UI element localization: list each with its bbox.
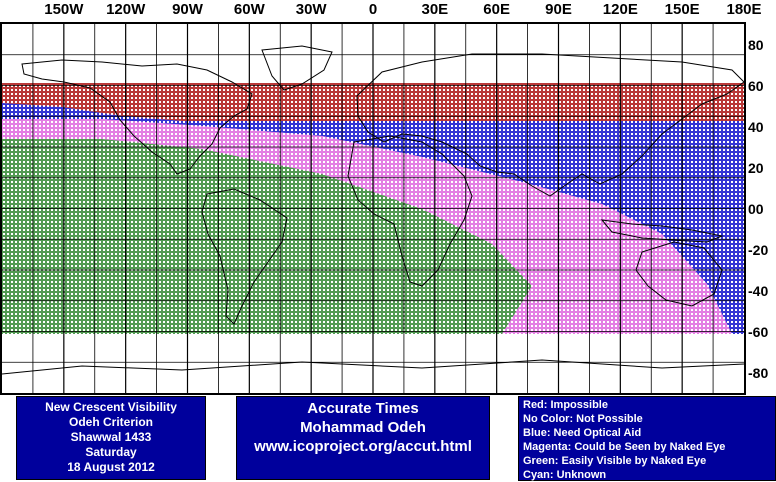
software-name: Accurate Times bbox=[307, 400, 419, 417]
legend-item-blue: Blue: Need Optical Aid bbox=[523, 427, 642, 439]
longitude-label: 90W bbox=[172, 1, 203, 18]
south-america-outline bbox=[201, 188, 288, 325]
longitude-label: 60E bbox=[483, 1, 511, 18]
longitude-label: 150W bbox=[44, 1, 84, 18]
europe-asia-outline bbox=[356, 53, 744, 197]
longitude-label: 90E bbox=[545, 1, 572, 18]
latitude-label: -80 bbox=[748, 364, 769, 381]
longitude-label: 60W bbox=[233, 1, 265, 18]
date-info-box: New Crescent Visibility Odeh Criterion S… bbox=[16, 396, 206, 480]
longitude-label: 0 bbox=[368, 1, 378, 18]
author-name: Mohammad Odeh bbox=[300, 419, 426, 436]
date-line: 18 August 2012 bbox=[67, 460, 155, 474]
visibility-map-canvas bbox=[2, 24, 744, 393]
longitude-label: 30E bbox=[421, 1, 449, 18]
latitude-label: -60 bbox=[748, 323, 769, 340]
legend-item-red: Red: Impossible bbox=[523, 399, 608, 411]
legend-item-cyan: Cyan: Unknown bbox=[523, 469, 607, 481]
zone-magenta-naked-eye bbox=[2, 119, 732, 334]
latitude-label: -20 bbox=[748, 241, 769, 258]
latitude-label: -40 bbox=[748, 282, 769, 299]
weekday-line: Saturday bbox=[85, 445, 137, 459]
website-link[interactable]: www.icoproject.org/accut.html bbox=[254, 438, 472, 455]
legend-box: Red: Impossible No Color: Not Possible Blu… bbox=[518, 396, 776, 481]
greenland-outline bbox=[261, 45, 333, 91]
north-america-outline bbox=[21, 59, 253, 175]
graticule bbox=[2, 24, 744, 393]
criterion-line: Odeh Criterion bbox=[68, 415, 153, 429]
continent-outlines bbox=[2, 45, 744, 375]
longitude-label: 120W bbox=[106, 1, 146, 18]
month-line: Shawwal 1433 bbox=[70, 430, 152, 444]
latitude-label: 20 bbox=[748, 159, 764, 176]
latitude-label: 80 bbox=[748, 36, 764, 53]
antarctica-outline bbox=[2, 359, 744, 375]
zone-green-easily-visible bbox=[2, 139, 532, 334]
longitude-label: 150E bbox=[664, 1, 700, 18]
title-line: New Crescent Visibility bbox=[45, 400, 177, 414]
longitude-label: 30W bbox=[295, 1, 327, 18]
visibility-map bbox=[0, 22, 746, 395]
credits-box: Accurate Times Mohammad Odeh www.icoproj… bbox=[236, 396, 490, 480]
latitude-label: 00 bbox=[748, 200, 764, 217]
legend-item-magenta: Magenta: Could be Seen by Naked Eye bbox=[523, 441, 726, 453]
legend-item-none: No Color: Not Possible bbox=[523, 413, 643, 425]
legend-item-green: Green: Easily Visible by Naked Eye bbox=[523, 455, 707, 467]
longitude-label: 180E bbox=[726, 1, 762, 18]
australia-outline bbox=[635, 241, 723, 307]
longitude-label: 120E bbox=[602, 1, 638, 18]
latitude-label: 60 bbox=[748, 77, 764, 94]
latitude-label: 40 bbox=[748, 118, 764, 135]
